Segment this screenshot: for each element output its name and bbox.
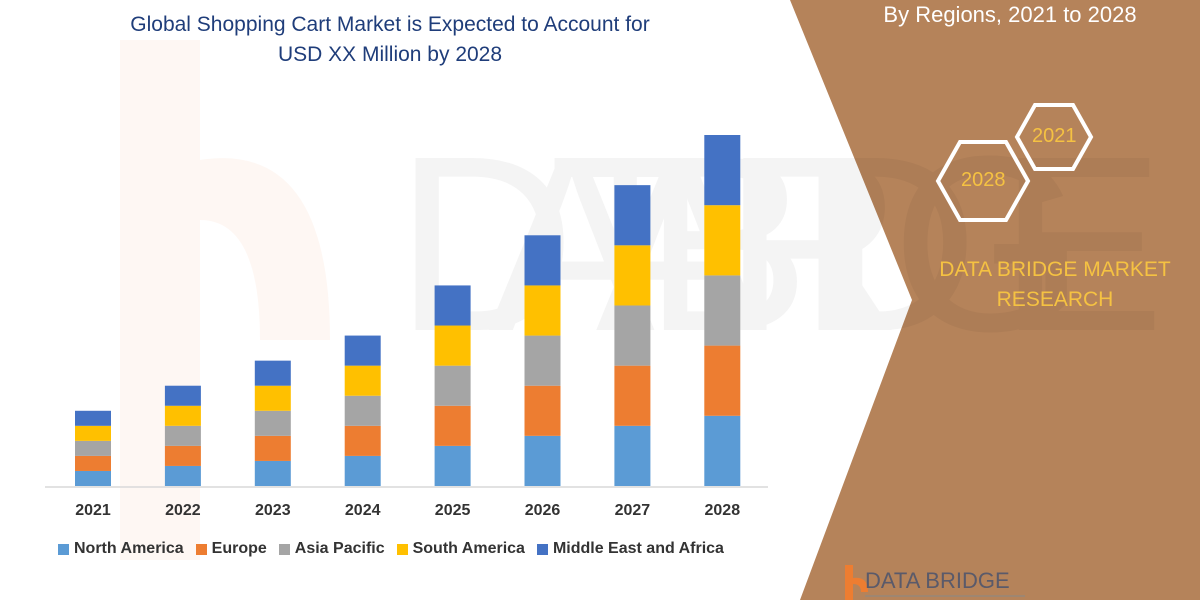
bar-segment-2028-south-america	[704, 205, 741, 276]
bar-segment-2027-south-america	[614, 245, 651, 306]
x-tick-label: 2023	[255, 502, 291, 519]
bar-segment-2023-south-america	[254, 385, 291, 411]
bar-segment-2022-asia-pacific	[164, 425, 201, 446]
bar-segment-2021-middle-east-and-africa	[75, 410, 111, 426]
x-tick-label: 2021	[75, 502, 111, 519]
bar-segment-2023-middle-east-and-africa	[254, 360, 291, 386]
bar-segment-2022-europe	[164, 445, 201, 466]
bar-segment-2021-europe	[75, 455, 111, 471]
bar-segment-2026-middle-east-and-africa	[524, 235, 561, 286]
bar-segment-2023-north-america	[254, 460, 291, 486]
bar-segment-2022-north-america	[164, 465, 201, 486]
bar-segment-2024-asia-pacific	[344, 395, 381, 426]
hex-label-2028: 2028	[961, 169, 1006, 191]
bars-group	[75, 135, 741, 486]
legend-item: North America	[58, 540, 184, 558]
bar-segment-2023-asia-pacific	[254, 410, 291, 436]
bar-segment-2028-middle-east-and-africa	[704, 135, 741, 206]
legend-swatch	[278, 543, 290, 555]
x-tick-label: 2022	[165, 502, 201, 519]
bar-segment-2027-north-america	[614, 425, 651, 486]
bar-segment-2025-middle-east-and-africa	[434, 285, 471, 326]
bar-segment-2022-south-america	[164, 405, 201, 426]
title-line-2: USD XX Million by 2028	[277, 43, 503, 66]
legend-label: Middle East and Africa	[552, 540, 724, 557]
legend-swatch	[195, 543, 207, 555]
bar-segment-2027-middle-east-and-africa	[614, 185, 651, 246]
bar-segment-2021-north-america	[75, 470, 111, 486]
bar-segment-2028-asia-pacific	[704, 275, 741, 346]
side-subtitle: By Regions, 2021 to 2028	[883, 2, 1137, 27]
bar-segment-2026-south-america	[524, 285, 561, 336]
x-tick-label: 2024	[344, 502, 381, 519]
legend-item: Europe	[195, 540, 267, 558]
legend-swatch	[536, 543, 548, 555]
bar-segment-2028-north-america	[704, 415, 741, 486]
x-tick-label: 2026	[524, 502, 561, 519]
legend-label: North America	[74, 540, 184, 557]
logo-text: DATA BRIDGE	[865, 568, 1010, 593]
watermark-logo	[120, 40, 330, 560]
watermark: DATA BRIDGE	[395, 104, 1165, 383]
hex-label-2021: 2021	[1032, 125, 1077, 147]
bar-segment-2025-north-america	[434, 445, 471, 486]
legend-swatch	[396, 543, 408, 555]
bar-segment-2027-asia-pacific	[614, 305, 651, 366]
title-line-1: Global Shopping Cart Market is Expected …	[130, 13, 650, 36]
bar-segment-2026-europe	[524, 385, 561, 436]
bar-segment-2025-europe	[434, 405, 471, 446]
bar-segment-2027-europe	[614, 365, 651, 426]
x-tick-label: 2027	[614, 502, 651, 519]
legend-swatch	[58, 543, 69, 555]
legend-item: South America	[396, 540, 525, 558]
bar-segment-2021-south-america	[75, 425, 111, 441]
bar-segment-2025-asia-pacific	[434, 365, 471, 406]
bar-segment-2024-europe	[344, 425, 381, 456]
hexagon-2021	[1014, 103, 1094, 171]
legend: North America Europe Asia Pacific South Ame…	[58, 540, 724, 558]
bar-segment-2023-europe	[254, 435, 291, 461]
brand-name: DATA BRIDGE MARKET RESEARCH	[939, 258, 1171, 311]
x-tick-label: 2025	[434, 502, 471, 519]
bar-segment-2028-europe	[704, 345, 741, 416]
x-tick-label: 2028	[704, 502, 741, 519]
legend-item: Middle East and Africa	[536, 540, 724, 558]
bar-segment-2021-asia-pacific	[75, 440, 111, 456]
side-panel	[790, 0, 1200, 600]
chart-title: Global Shopping Cart Market is Expected …	[60, 10, 720, 70]
bar-segment-2026-asia-pacific	[524, 335, 561, 386]
legend-item: Asia Pacific	[278, 540, 385, 558]
bar-segment-2025-south-america	[434, 325, 471, 366]
bar-segment-2026-north-america	[524, 435, 561, 486]
legend-label: South America	[412, 540, 525, 557]
bar-segment-2024-middle-east-and-africa	[344, 335, 381, 366]
bar-segment-2024-south-america	[344, 365, 381, 396]
bar-segment-2024-north-america	[344, 455, 381, 486]
legend-label: Asia Pacific	[294, 540, 385, 557]
legend-label: Europe	[211, 540, 267, 557]
bar-segment-2022-middle-east-and-africa	[164, 385, 201, 406]
hexagon-2028	[935, 140, 1031, 222]
logo-icon	[845, 565, 868, 600]
